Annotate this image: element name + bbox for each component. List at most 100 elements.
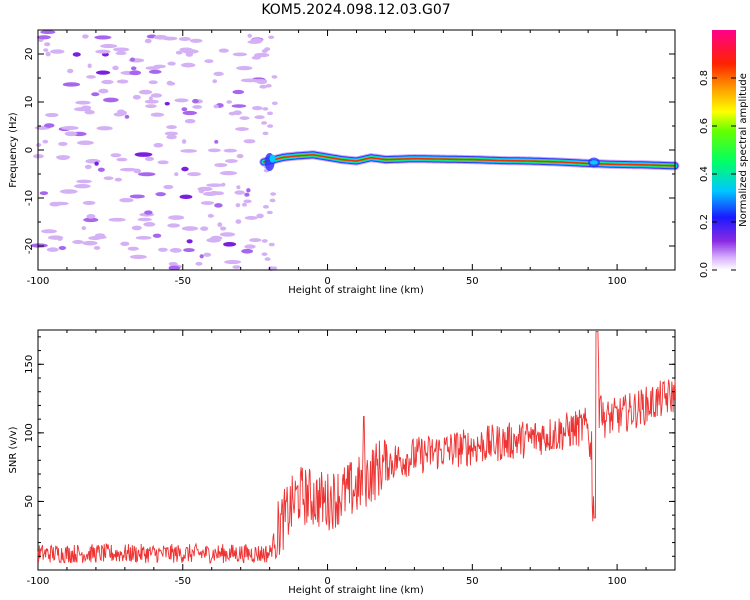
noise-blob xyxy=(42,139,49,144)
noise-blob xyxy=(51,201,69,206)
noise-blob xyxy=(113,47,130,52)
x-tick-label: 50 xyxy=(466,576,479,587)
noise-blob xyxy=(214,163,228,168)
noise-blob xyxy=(131,225,142,231)
noise-blob xyxy=(187,172,201,177)
snr-axes: -100 -50 0 50 100 50 100 150 xyxy=(24,330,676,587)
noise-blob xyxy=(174,98,189,103)
noise-blob xyxy=(120,110,127,116)
noise-blob xyxy=(116,79,129,84)
noise-blob xyxy=(232,265,241,269)
x-tick-label: -50 xyxy=(175,576,191,587)
noise-blob xyxy=(247,40,262,44)
noise-blob xyxy=(267,124,274,128)
noise-blob xyxy=(252,106,263,111)
ridge-burst xyxy=(589,160,598,165)
noise-blob xyxy=(213,71,224,77)
noise-blob xyxy=(50,49,65,54)
noise-blob xyxy=(261,239,268,243)
noise-blob xyxy=(167,61,176,66)
y-tick-label: -20 xyxy=(24,238,35,254)
noise-blob xyxy=(183,248,195,253)
noise-blob xyxy=(214,140,219,144)
ridge-burst xyxy=(269,154,276,163)
noise-blob xyxy=(143,222,156,227)
noise-blob xyxy=(232,89,245,95)
colorbar-tick-label: 0.6 xyxy=(699,118,710,134)
noise-blob xyxy=(148,96,153,101)
noise-blob xyxy=(119,167,138,172)
x-tick-label: -100 xyxy=(27,276,50,287)
noise-blob xyxy=(46,247,59,252)
noise-blob xyxy=(76,140,94,145)
noise-blob xyxy=(246,188,251,193)
noise-blob xyxy=(234,190,245,195)
noise-blob xyxy=(236,185,241,190)
noise-blob xyxy=(129,70,142,76)
noise-blob xyxy=(56,155,70,161)
noise-blob xyxy=(268,242,275,247)
spectrogram-frame xyxy=(37,29,676,271)
noise-blob xyxy=(198,188,205,194)
noise-blob xyxy=(98,88,109,94)
colorbar-label: Normalized spectral amplitude xyxy=(738,73,749,227)
noise-blob xyxy=(97,167,105,172)
noise-blob xyxy=(213,104,219,109)
noise-blob xyxy=(86,75,96,79)
noise-blob xyxy=(45,112,59,118)
noise-blob xyxy=(150,112,165,117)
noise-blob xyxy=(95,49,111,54)
noise-blob xyxy=(144,99,159,104)
noise-blob xyxy=(155,192,166,197)
noise-blob xyxy=(36,35,51,40)
noise-blob xyxy=(115,51,127,56)
y-tick-label: 100 xyxy=(24,423,35,442)
noise-blob xyxy=(96,126,113,131)
noise-blob xyxy=(81,226,87,231)
x-tick-label: -50 xyxy=(175,276,191,287)
noise-blob xyxy=(145,104,157,109)
noise-blob xyxy=(256,213,264,219)
noise-blob xyxy=(212,79,218,84)
noise-blob xyxy=(181,62,196,68)
noise-blob xyxy=(135,235,152,240)
noise-blob xyxy=(214,203,223,208)
noise-blob xyxy=(270,192,277,196)
spectrogram-ylabel: Frequency (Hz) xyxy=(8,112,19,188)
noise-blob xyxy=(133,168,142,174)
noise-blob xyxy=(94,233,106,238)
noise-blob xyxy=(224,259,242,265)
noise-blob xyxy=(200,226,209,231)
noise-blob xyxy=(148,69,162,74)
y-tick-label: 150 xyxy=(24,355,35,374)
noise-blob xyxy=(232,52,247,57)
colorbar-tick-label: 0.8 xyxy=(699,70,710,86)
noise-blob xyxy=(138,89,153,95)
colorbar-tick-label: 0.0 xyxy=(699,262,710,278)
ridge-band xyxy=(263,153,676,167)
colorbar-tick-label: 0.2 xyxy=(699,214,710,230)
noise-blob xyxy=(180,149,198,153)
noise-blob xyxy=(153,143,164,148)
noise-blob xyxy=(266,210,273,215)
noise-blob xyxy=(168,215,185,220)
noise-blob xyxy=(129,254,147,260)
noise-blob xyxy=(168,261,178,266)
noise-blob xyxy=(192,98,199,104)
noise-blob xyxy=(150,93,163,98)
noise-blob xyxy=(179,194,193,200)
snr-xlabel: Height of straight line (km) xyxy=(288,585,424,596)
noise-blob xyxy=(130,66,137,71)
y-tick-label: 50 xyxy=(24,495,35,508)
noise-blob xyxy=(200,201,215,205)
colorbar-tick-label: 0.4 xyxy=(699,166,710,182)
x-tick-label: 100 xyxy=(608,276,627,287)
noise-blob xyxy=(231,104,247,108)
noise-blob xyxy=(262,205,269,209)
y-tick-label: 0 xyxy=(24,147,35,153)
x-tick-label: -100 xyxy=(27,576,50,587)
snr-ylabel: SNR (v/v) xyxy=(8,426,19,473)
noise-blob xyxy=(36,143,42,147)
